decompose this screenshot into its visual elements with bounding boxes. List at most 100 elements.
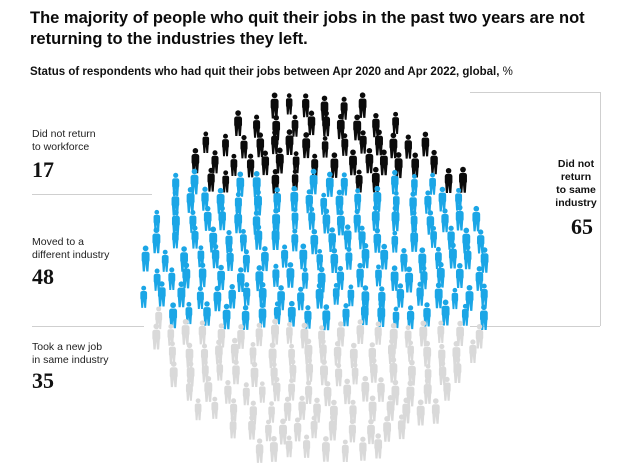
person-different-industry (423, 302, 431, 327)
person-different-industry (405, 266, 414, 293)
person-did-not-return (240, 135, 248, 159)
label-different-industry: Moved to a different industry (32, 236, 109, 262)
person-different-industry (153, 268, 161, 291)
person-different-industry (172, 226, 179, 249)
person-different-industry (400, 248, 408, 272)
person-different-industry (380, 243, 389, 270)
person-same-industry (397, 414, 406, 440)
person-did-not-return (285, 93, 293, 115)
label-same-industry: Took a new job in same industry (32, 341, 108, 367)
person-same-industry (293, 417, 302, 442)
person-different-industry (330, 247, 339, 273)
person-same-industry (217, 323, 226, 348)
person-different-industry (360, 300, 369, 326)
person-same-industry (283, 396, 292, 421)
person-did-not-return (341, 133, 349, 156)
person-did-not-return (285, 129, 294, 155)
person-same-industry (268, 401, 275, 423)
person-different-industry (356, 262, 364, 288)
person-different-industry (336, 209, 345, 236)
person-same-industry (348, 419, 356, 443)
person-same-industry (249, 342, 257, 365)
person-different-industry (201, 186, 209, 211)
person-different-industry (391, 205, 400, 232)
person-different-industry (141, 245, 150, 272)
person-did-not-return (222, 133, 229, 157)
person-did-not-return (379, 149, 388, 176)
person-different-industry (434, 282, 443, 309)
person-same-industry (453, 357, 462, 383)
person-different-industry (161, 249, 169, 272)
person-same-industry (232, 359, 240, 385)
person-different-industry (336, 265, 345, 290)
person-did-not-return (211, 150, 219, 174)
person-same-industry (351, 362, 359, 385)
person-same-industry (356, 319, 365, 344)
person-same-industry (204, 375, 213, 402)
person-different-industry (410, 226, 419, 252)
person-different-industry (361, 243, 370, 269)
person-same-industry (211, 396, 219, 419)
person-same-industry (181, 318, 190, 345)
person-different-industry (196, 286, 204, 309)
person-did-not-return (394, 152, 403, 179)
person-different-industry (461, 303, 469, 326)
person-different-industry (343, 224, 352, 250)
person-different-industry (438, 186, 447, 212)
person-different-industry (310, 228, 319, 255)
person-same-industry (328, 414, 337, 441)
person-different-industry (236, 171, 245, 197)
person-same-industry (285, 435, 293, 458)
person-different-industry (152, 227, 161, 254)
person-same-industry (305, 380, 313, 404)
divider-1 (32, 194, 152, 195)
person-different-industry (332, 282, 340, 305)
person-same-industry (407, 340, 414, 362)
person-did-not-return (311, 153, 319, 177)
person-different-industry (420, 265, 428, 290)
person-different-industry (213, 285, 222, 312)
value-did-not-return-same: 65 (571, 214, 593, 239)
person-did-not-return (207, 167, 215, 192)
person-different-industry (291, 228, 299, 252)
person-different-industry (157, 281, 166, 307)
person-same-industry (423, 340, 432, 367)
person-different-industry (373, 227, 382, 253)
person-same-industry (310, 415, 318, 439)
person-different-industry (480, 283, 488, 307)
person-different-industry (203, 301, 211, 326)
person-did-not-return (270, 92, 279, 119)
person-different-industry (430, 225, 437, 248)
person-different-industry (254, 224, 263, 250)
person-different-industry (277, 285, 285, 311)
person-different-industry (424, 190, 432, 214)
subtitle-text: Status of respondents who had quit their… (30, 66, 500, 78)
person-different-industry (281, 244, 289, 268)
person-same-industry (152, 323, 161, 350)
person-different-industry (480, 304, 488, 330)
label-did-not-return: Did not return to workforce (32, 128, 96, 154)
label-different-industry-line1: Moved to a (32, 236, 84, 248)
value-same-industry: 35 (32, 368, 54, 393)
person-different-industry (217, 264, 225, 290)
person-same-industry (475, 323, 484, 349)
divider-2 (32, 326, 144, 327)
person-different-industry (308, 206, 316, 230)
person-same-industry (377, 377, 385, 402)
person-same-industry (255, 322, 263, 347)
person-did-not-return (307, 110, 316, 136)
person-different-industry (375, 264, 382, 287)
person-same-industry (404, 325, 412, 348)
person-different-industry (182, 262, 191, 289)
person-different-industry (254, 189, 262, 216)
person-different-industry (472, 205, 481, 232)
person-different-industry (168, 267, 176, 290)
person-different-industry (186, 186, 195, 213)
person-different-industry (140, 285, 148, 308)
person-different-industry (203, 205, 212, 231)
person-different-industry (480, 247, 489, 273)
person-did-not-return (430, 149, 438, 175)
person-same-industry (248, 415, 256, 440)
person-same-industry (341, 439, 349, 462)
